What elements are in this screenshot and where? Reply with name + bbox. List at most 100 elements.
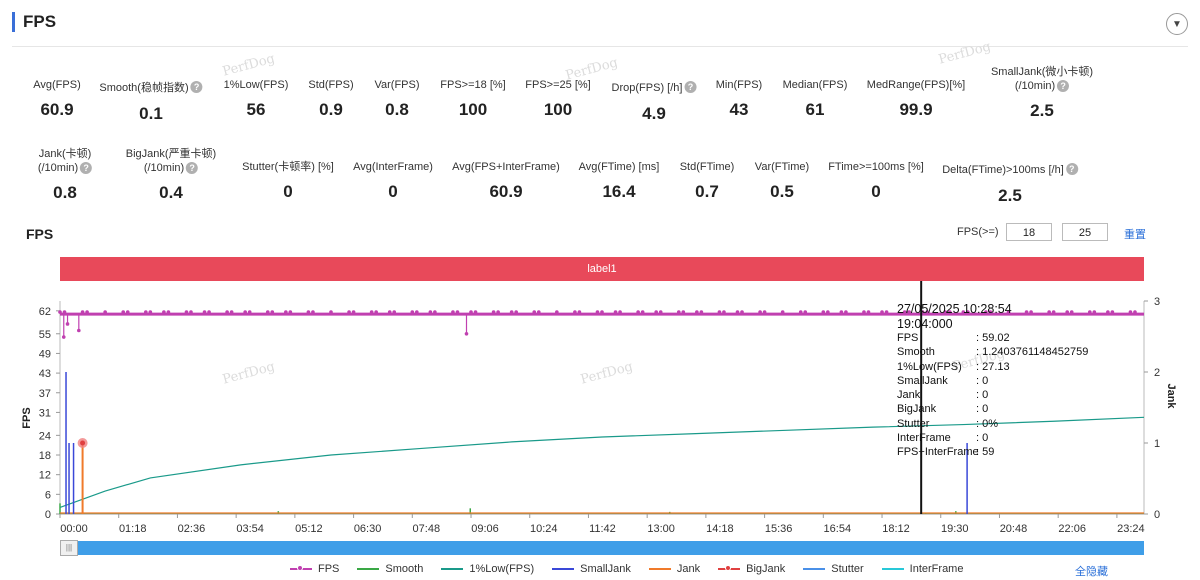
slider-track[interactable] (70, 541, 1144, 555)
slider-handle[interactable]: ||| (60, 540, 78, 556)
chart-title: FPS (26, 226, 54, 242)
help-icon[interactable]: ? (186, 162, 199, 175)
help-icon[interactable]: ? (1065, 162, 1078, 175)
tooltip-key: SmallJank (897, 374, 948, 387)
chevron-down-icon[interactable]: ▼ (1166, 13, 1188, 35)
fps-point (988, 310, 993, 314)
metric-metrics_row1-10: MedRange(FPS)[%] 99.9 (867, 78, 965, 120)
fps-point (1128, 310, 1133, 314)
metric-label: MedRange(FPS)[%] (866, 79, 966, 91)
metric-value: 4.9 (642, 104, 666, 123)
fps-point (884, 310, 889, 314)
fps-point (573, 310, 577, 314)
fps-point (1106, 310, 1110, 314)
legend-label: Smooth (385, 563, 424, 575)
x-tick-label: 01:18 (119, 523, 147, 535)
fps-point (473, 310, 478, 314)
fps-threshold-input-2[interactable]: 25 (1062, 223, 1108, 241)
fps-point (555, 310, 559, 314)
tooltip-key: Stutter (897, 417, 930, 430)
fps-point (374, 310, 378, 314)
fps-point (311, 310, 315, 314)
tooltip-value: : 1.2403761148452759 (976, 346, 1089, 359)
legend-swatch (357, 564, 380, 574)
x-tick-label: 06:30 (354, 523, 382, 535)
legend-item[interactable]: SmallJank (552, 563, 631, 575)
legend-item[interactable]: 1%Low(FPS) (441, 563, 534, 575)
fps-point (464, 331, 469, 336)
metric-metrics_row2-7: Var(FTime) 0.5 (755, 160, 809, 202)
metric-label: BigJank(严重卡顿) (125, 148, 217, 160)
tooltip-value: : 59.02 (976, 332, 1010, 344)
fps-point (284, 310, 288, 314)
bigjank-point (80, 440, 86, 446)
fps-point (640, 310, 645, 314)
metric-label: Std(FPS) (308, 79, 354, 91)
metric-value: 2.5 (998, 186, 1022, 205)
metric-value: 0.9 (319, 100, 343, 119)
reset-button[interactable]: 重置 (1124, 229, 1146, 241)
metric-metrics_row2-1: BigJank(严重卡顿) (/10min)? 0.4 (126, 147, 216, 203)
x-tick-label: 05:12 (295, 523, 323, 535)
metric-value: 99.9 (899, 100, 933, 119)
x-tick-label: 10:24 (530, 523, 558, 535)
fps-point (433, 310, 437, 314)
metric-label: Avg(FTime) [ms] (578, 161, 660, 173)
metric-value: 43 (729, 100, 749, 119)
fps-point (803, 310, 808, 314)
legend-swatch (718, 564, 741, 574)
legend-item[interactable]: Stutter (803, 563, 864, 575)
fps-point (247, 310, 252, 314)
metric-value: 0.8 (385, 100, 409, 119)
metric-metrics_row2-8: FTime>=100ms [%] 0 (828, 160, 924, 202)
legend-item[interactable]: Smooth (357, 563, 423, 575)
metric-label: Jank(卡顿) (38, 148, 92, 160)
legend-swatch (441, 564, 464, 574)
help-icon[interactable]: ? (1057, 80, 1070, 93)
tooltip-row: Smooth: 1.2403761148452759 (897, 345, 1088, 359)
fps-point (1110, 310, 1115, 314)
time-range-slider[interactable]: ||| (60, 540, 1144, 556)
legend-item[interactable]: InterFrame (881, 563, 963, 575)
hide-all-button[interactable]: 全隐藏 (1075, 566, 1108, 578)
tooltip-row: 1%Low(FPS): 27.13 (897, 360, 1088, 374)
fps-point (1069, 310, 1074, 314)
tooltip-key: InterFrame (897, 432, 951, 445)
y2-tick-label: 1 (1154, 438, 1160, 450)
tooltip-value: : 27.13 (976, 360, 1010, 373)
help-icon[interactable]: ? (80, 162, 93, 175)
tooltip-row: Jank: 0 (897, 388, 1088, 402)
x-tick-label: 09:06 (471, 523, 499, 535)
tooltip-key: BigJank (897, 403, 937, 416)
metric-value: 0 (388, 182, 398, 201)
fps-point (613, 310, 618, 314)
y-tick-label: 43 (39, 368, 51, 380)
metric-value: 0 (283, 182, 293, 201)
fps-point (225, 310, 229, 314)
tooltip-key: FPS (897, 332, 919, 344)
fps-point (125, 310, 130, 314)
tooltip-value: : 0% (976, 417, 999, 430)
legend-swatch (803, 564, 826, 574)
legend-item[interactable]: Jank (648, 563, 700, 575)
fps-point (740, 310, 744, 314)
help-icon[interactable]: ? (684, 80, 697, 93)
help-icon[interactable]: ? (190, 80, 203, 93)
fps-point (699, 310, 704, 314)
fps-point (577, 310, 582, 314)
legend-item[interactable]: BigJank (718, 563, 785, 575)
fps-point (536, 310, 541, 314)
y-tick-label: 55 (39, 329, 51, 341)
metric-value: 100 (543, 100, 573, 119)
y-tick-label: 18 (39, 450, 51, 462)
fps-point (735, 310, 740, 314)
fps-point (943, 310, 948, 314)
label-band[interactable]: label1 (60, 257, 1144, 281)
metric-value: 2.5 (1030, 101, 1054, 120)
metric-label: Smooth(稳帧指数) (99, 82, 189, 94)
fps-point (207, 310, 211, 314)
fps-point (61, 335, 66, 339)
legend-item[interactable]: FPS (290, 563, 339, 575)
fps-threshold-input-1[interactable]: 18 (1006, 223, 1052, 241)
